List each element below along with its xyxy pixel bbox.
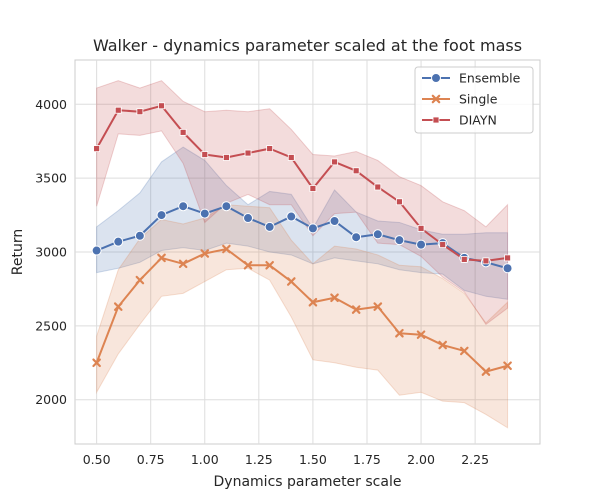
single-point (373, 302, 383, 311)
diayn-point (287, 154, 295, 161)
ensemble-point (156, 210, 167, 221)
ensemble-point (113, 236, 124, 247)
single-point (135, 275, 145, 285)
legend-item-ensemble: Ensemble (422, 71, 521, 86)
tick-layer: 0.50 0.75 1.00 1.25 1.50 1.75 2.00 2.25 2000 2500… (35, 97, 489, 467)
single-point (481, 367, 491, 376)
legend-frame (414, 66, 534, 134)
legend: Ensemble Single DIAYN (414, 66, 534, 134)
x-tick-label: 0.75 (137, 452, 165, 467)
single-point (330, 293, 339, 303)
ensemble-point (221, 201, 232, 212)
y-tick-label: 3000 (35, 245, 67, 260)
ensemble-point (329, 215, 340, 226)
legend-label-diayn: DIAYN (459, 113, 497, 128)
single-point (395, 328, 404, 338)
diayn-point (266, 145, 274, 153)
x-tick-label: 1.75 (353, 452, 381, 467)
diayn-point (439, 241, 447, 249)
diayn-point (244, 149, 252, 157)
x-tick-label: 1.00 (191, 452, 219, 467)
single-point (113, 302, 123, 311)
diayn-point (482, 257, 490, 265)
x-tick-label: 1.50 (299, 452, 327, 467)
single-point (286, 277, 296, 286)
ensemble-point (243, 213, 254, 224)
x-tick-label: 2.00 (407, 452, 435, 467)
single-line (95, 248, 508, 373)
y-tick-label: 2000 (35, 392, 67, 407)
ensemble-point (307, 223, 318, 234)
legend-single-point (431, 94, 441, 104)
diayn-point (179, 128, 187, 136)
single-point (157, 253, 166, 263)
x-tick-label: 2.25 (461, 452, 489, 467)
single-point (503, 361, 512, 371)
legend-item-diayn: DIAYN (422, 113, 497, 128)
ensemble-point (351, 232, 362, 243)
x-tick-label: 0.50 (83, 452, 111, 467)
diayn-point (504, 254, 511, 262)
ensemble-point (416, 239, 427, 250)
x-axis-label: Dynamics parameter scale (214, 474, 402, 490)
y-tick-label: 2500 (35, 318, 67, 333)
diayn-point (309, 185, 317, 192)
diayn-point (374, 183, 382, 191)
ensemble-point (286, 211, 297, 222)
x-tick-label: 1.25 (245, 452, 273, 467)
chart-title: Walker - dynamics parameter scaled at th… (93, 36, 522, 55)
legend-diayn-point (432, 116, 440, 124)
legend-item-single: Single (422, 92, 498, 107)
ensemble-point (134, 230, 145, 241)
marker-layer (91, 102, 513, 376)
ensemble-point (394, 235, 405, 246)
single-point (265, 260, 274, 270)
single-point (178, 259, 188, 269)
ensemble-point (372, 229, 383, 240)
single-point (243, 260, 253, 270)
diayn-point (417, 224, 425, 232)
legend-ensemble-point (431, 73, 441, 83)
diayn-point (201, 151, 209, 158)
y-axis-label: Return (10, 229, 26, 275)
diayn-point (352, 167, 360, 175)
diayn-point (136, 108, 144, 116)
ensemble-point (502, 263, 513, 274)
legend-label-single: Single (459, 92, 498, 107)
single-point (416, 330, 426, 340)
diayn-point (396, 198, 403, 206)
single-band (96, 204, 509, 429)
ensemble-point (199, 208, 210, 219)
diayn-point (460, 255, 468, 263)
ensemble-point (91, 245, 102, 256)
diayn-point (114, 106, 122, 114)
ensemble-point (264, 221, 275, 232)
diayn-point (331, 158, 338, 166)
y-tick-label: 3500 (35, 171, 67, 186)
single-point (438, 340, 447, 350)
diayn-point (158, 102, 165, 110)
diayn-point (222, 154, 230, 161)
ensemble-point (178, 201, 189, 212)
legend-label-ensemble: Ensemble (459, 71, 521, 86)
grid-layer (75, 60, 540, 444)
single-point (200, 249, 210, 258)
y-tick-label: 4000 (35, 97, 67, 112)
diayn-point (93, 145, 101, 153)
single-point (460, 346, 469, 356)
single-point (351, 305, 361, 314)
single-point (222, 244, 231, 254)
single-point (92, 358, 101, 368)
single-point (308, 297, 318, 307)
